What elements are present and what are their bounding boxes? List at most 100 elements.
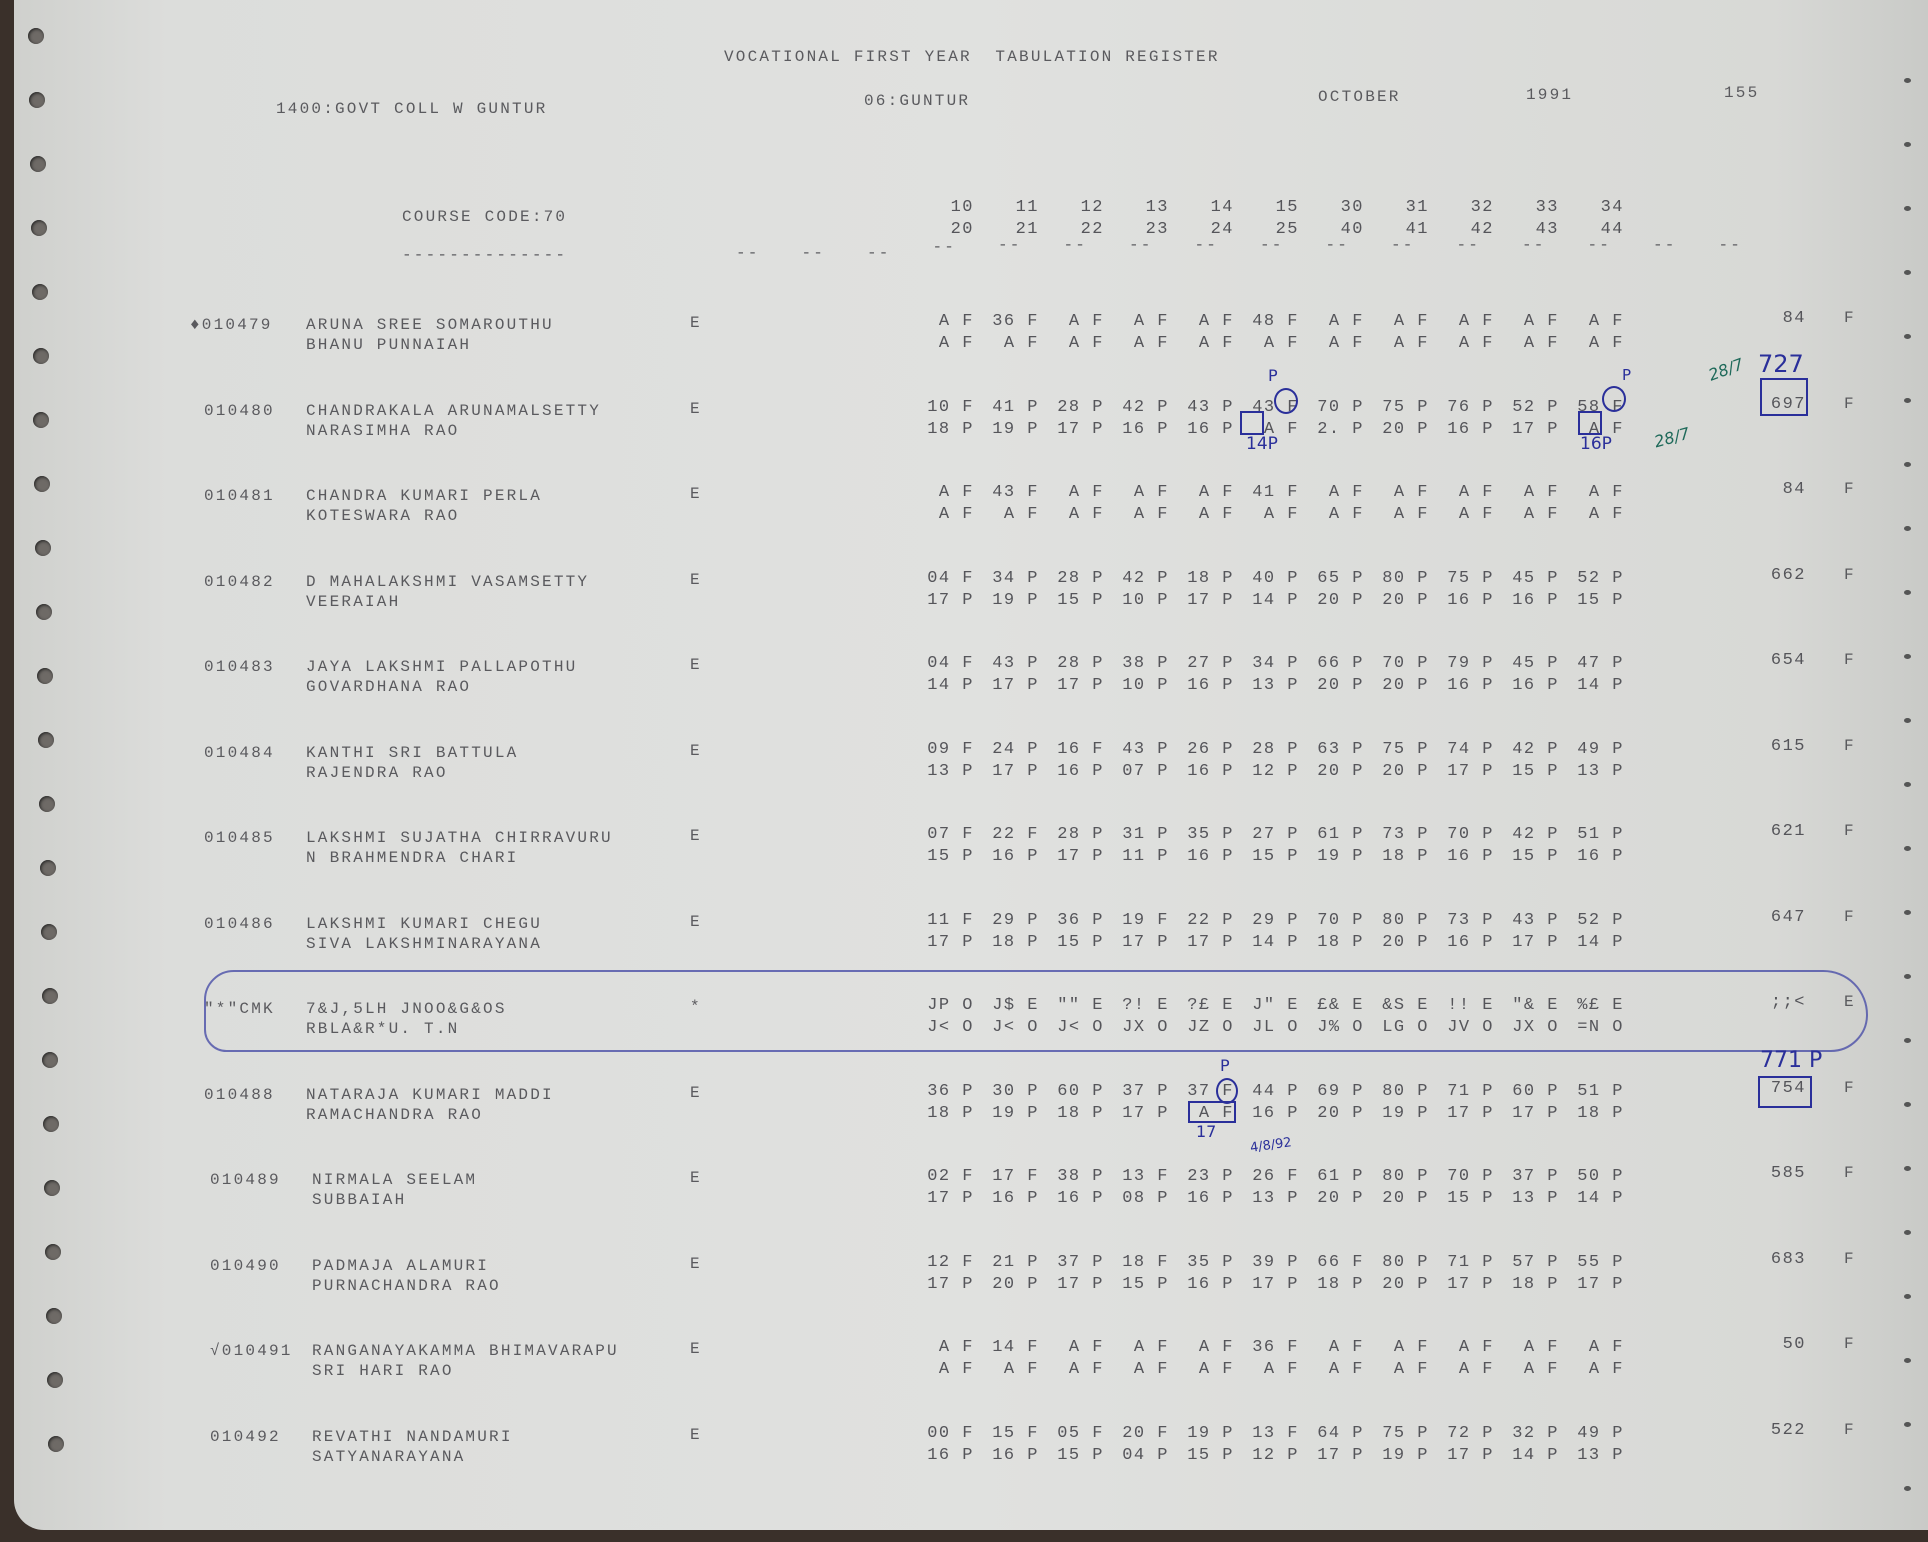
mark-cell: A F bbox=[1328, 312, 1364, 331]
mark-cell: 41 F bbox=[1252, 483, 1299, 502]
tractor-hole bbox=[1904, 334, 1911, 339]
tractor-hole bbox=[47, 1436, 64, 1452]
mark-cell: 16 P bbox=[992, 1445, 1039, 1465]
mark-cell: A F bbox=[1458, 312, 1494, 331]
roll-number: 010485 bbox=[204, 829, 275, 847]
mark-cell: 16 P bbox=[1512, 676, 1559, 695]
mark-cell: 18 P bbox=[1187, 568, 1234, 588]
mark-cell: A F bbox=[1523, 312, 1559, 331]
mark-cell: A F bbox=[1003, 1360, 1039, 1379]
result: F bbox=[1844, 1335, 1856, 1353]
exam-year: 1991 bbox=[1526, 86, 1574, 104]
total-marks: 615 bbox=[1770, 736, 1806, 756]
mark-cell: 61 P bbox=[1317, 1167, 1364, 1186]
hw-box bbox=[1188, 1101, 1236, 1123]
hw-16p: 16P bbox=[1580, 434, 1612, 454]
mark-cell: 14 P bbox=[1252, 932, 1299, 952]
mark-cell: 13 P bbox=[927, 761, 974, 781]
mark-cell: A F bbox=[1198, 1360, 1234, 1379]
mark-cell: 15 P bbox=[1057, 590, 1104, 610]
subject-code: 44 bbox=[1600, 220, 1624, 239]
tractor-hole bbox=[1904, 1486, 1911, 1491]
tractor-hole bbox=[1904, 1230, 1911, 1235]
mark-cell: 75 P bbox=[1382, 739, 1429, 759]
roll-number: 010492 bbox=[210, 1427, 281, 1446]
mark-cell: 17 P bbox=[1057, 419, 1104, 439]
mark-cell: 75 P bbox=[1447, 568, 1494, 588]
mark-cell: 37 P bbox=[1512, 1167, 1559, 1186]
mark-cell: ?! E bbox=[1122, 996, 1169, 1015]
mark-cell: 63 P bbox=[1317, 739, 1364, 759]
mark-cell: 13 P bbox=[1577, 1445, 1624, 1465]
tractor-hole bbox=[28, 92, 45, 108]
mark-cell: 20 P bbox=[1382, 932, 1429, 952]
mark-cell: A F bbox=[1588, 483, 1624, 502]
mark-cell: 17 P bbox=[1057, 1274, 1104, 1294]
mark-cell: 15 P bbox=[1122, 1274, 1169, 1294]
mark-cell: 16 P bbox=[992, 847, 1039, 866]
course-underline: -------------- bbox=[402, 246, 568, 264]
column-dash: -- bbox=[1063, 236, 1088, 254]
mark-cell: ?£ E bbox=[1187, 996, 1234, 1015]
mark-cell: A F bbox=[1133, 505, 1169, 524]
mark-cell: "& E bbox=[1512, 996, 1559, 1015]
mark-cell: 50 P bbox=[1577, 1167, 1624, 1186]
parent-name: NARASIMHA RAO bbox=[306, 421, 460, 440]
medium-code: E bbox=[690, 1340, 702, 1358]
mark-cell: A F bbox=[1588, 334, 1624, 353]
roll-number: 010489 bbox=[210, 1171, 281, 1189]
mark-cell: 42 P bbox=[1512, 825, 1559, 844]
mark-cell: 16 P bbox=[1187, 676, 1234, 695]
mark-cell: 17 P bbox=[992, 676, 1039, 695]
mark-cell: 17 P bbox=[1187, 932, 1234, 952]
mark-cell: JV O bbox=[1447, 1018, 1494, 1037]
column-dash: -- bbox=[736, 244, 760, 262]
mark-cell: 43 P bbox=[1512, 910, 1559, 930]
tractor-hole bbox=[1904, 1358, 1911, 1363]
mark-cell: 43 F bbox=[992, 483, 1039, 502]
exam-month: OCTOBER bbox=[1318, 88, 1401, 106]
total-marks: 84 bbox=[1782, 309, 1806, 328]
column-dash: -- bbox=[998, 236, 1022, 254]
mark-cell: 17 P bbox=[1447, 761, 1494, 781]
course-code: COURSE CODE:70 bbox=[402, 208, 568, 226]
parent-name: SUBBAIAH bbox=[312, 1191, 407, 1209]
roll-number: 010488 bbox=[204, 1085, 275, 1104]
column-dash: -- bbox=[1325, 236, 1350, 254]
mark-cell: £& E bbox=[1317, 996, 1364, 1015]
subject-code: 14 bbox=[1210, 198, 1234, 217]
mark-cell: 04 F bbox=[927, 654, 974, 673]
mark-cell: 15 P bbox=[1512, 761, 1559, 781]
mark-cell: A F bbox=[1523, 334, 1559, 353]
tractor-hole bbox=[1904, 526, 1911, 531]
mark-cell: 14 P bbox=[1577, 932, 1624, 952]
mark-cell: 36 F bbox=[1252, 1338, 1299, 1357]
hw-revised-total: 771 P bbox=[1760, 1048, 1823, 1073]
student-name: ARUNA SREE SOMAROUTHU bbox=[306, 316, 554, 334]
student-name: REVATHI NANDAMURI bbox=[312, 1427, 513, 1446]
result: F bbox=[1844, 394, 1856, 413]
student-name: NIRMALA SEELAM bbox=[312, 1171, 478, 1189]
mark-cell: 24 P bbox=[992, 739, 1039, 759]
mark-cell: 11 P bbox=[1122, 847, 1169, 866]
tractor-hole bbox=[1904, 1422, 1911, 1427]
mark-cell: 23 P bbox=[1187, 1167, 1234, 1186]
medium-code: E bbox=[690, 1169, 702, 1187]
medium-code: E bbox=[690, 1083, 702, 1102]
tractor-hole bbox=[38, 796, 55, 812]
mark-cell: 16 P bbox=[1447, 847, 1494, 866]
tractor-hole bbox=[1904, 718, 1911, 723]
roll-number: 010490 bbox=[210, 1256, 281, 1275]
mark-cell: 38 P bbox=[1122, 654, 1169, 673]
mark-cell: 18 P bbox=[1317, 1274, 1364, 1294]
roll-number: 010484 bbox=[204, 743, 275, 762]
mark-cell: 18 P bbox=[927, 419, 974, 439]
mark-cell: 17 P bbox=[927, 1189, 974, 1208]
mark-cell: 17 P bbox=[1057, 847, 1104, 866]
subject-code: 34 bbox=[1600, 198, 1624, 217]
tractor-hole bbox=[28, 28, 44, 44]
mark-cell: A F bbox=[1068, 483, 1104, 502]
parent-name: PURNACHANDRA RAO bbox=[312, 1276, 501, 1295]
mark-cell: 18 P bbox=[1057, 1103, 1104, 1123]
mark-cell: 28 P bbox=[1057, 568, 1104, 588]
